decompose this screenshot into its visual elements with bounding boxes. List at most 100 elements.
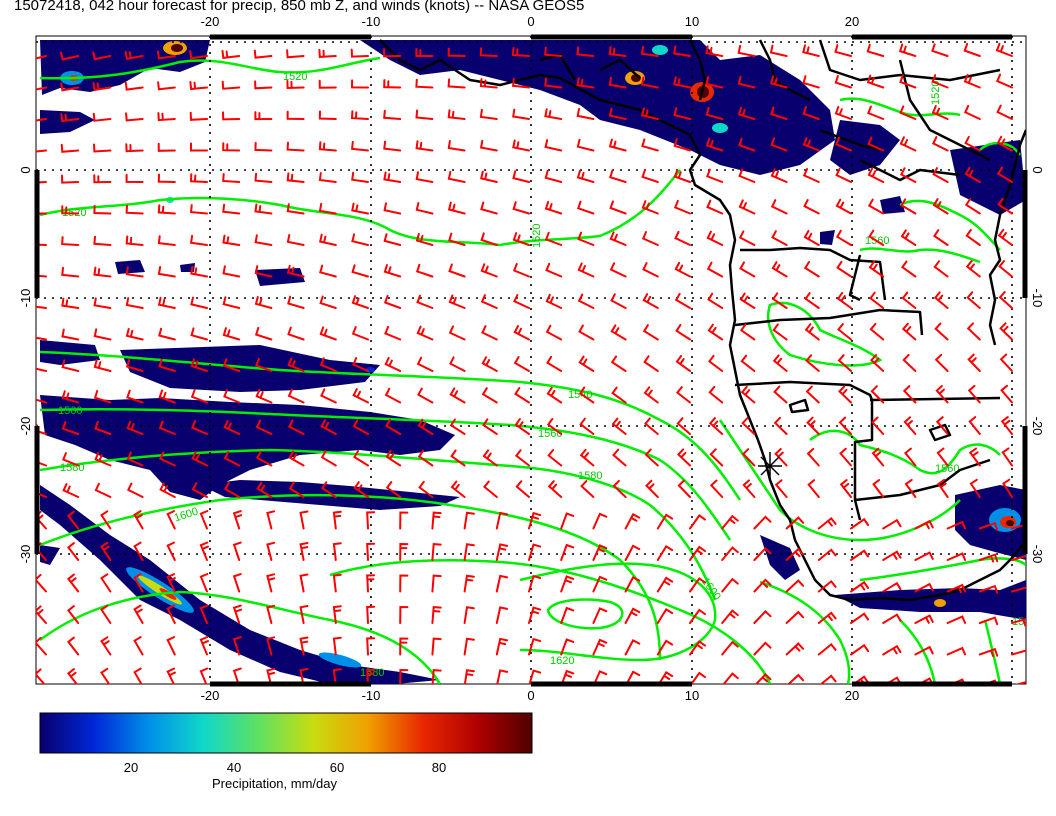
wind-barb <box>753 515 772 530</box>
wind-barb <box>997 197 1013 215</box>
wind-barb <box>166 667 176 684</box>
wind-barb <box>332 573 342 593</box>
wind-barb <box>415 140 434 152</box>
wind-barb <box>366 668 376 684</box>
wind-barb <box>642 262 659 278</box>
wind-barb <box>463 574 475 593</box>
wind-barb <box>753 609 772 624</box>
wind-barb <box>384 387 402 404</box>
wind-barb <box>577 231 595 246</box>
wind-barb <box>232 510 243 530</box>
wind-barb <box>332 636 342 656</box>
colorbar-tick-label: 80 <box>432 760 446 775</box>
wind-barb <box>254 80 273 90</box>
wind-barb <box>399 637 409 656</box>
wind-barb <box>624 576 641 593</box>
wind-barb <box>641 138 659 152</box>
wind-barb <box>640 76 659 89</box>
wind-barb <box>60 143 80 153</box>
wind-barb <box>415 78 434 89</box>
wind-barb <box>528 574 542 593</box>
wind-barb <box>770 137 788 152</box>
wind-barb <box>708 354 724 372</box>
wind-barb <box>968 447 981 467</box>
wind-barb <box>978 647 999 658</box>
precip-area <box>760 535 800 580</box>
wind-barb <box>447 78 466 89</box>
wind-barb <box>609 169 627 183</box>
wind-barb <box>868 260 885 278</box>
wind-barb <box>577 200 595 215</box>
wind-barb <box>366 637 376 656</box>
wind-barb <box>189 81 208 91</box>
wind-barb <box>232 667 242 684</box>
wind-barb <box>866 74 885 89</box>
wind-barb <box>770 199 788 215</box>
wind-barb <box>545 262 563 278</box>
wind-barb <box>353 481 369 498</box>
wind-barb <box>675 323 691 341</box>
wind-barb <box>318 172 337 183</box>
height-contour <box>39 407 732 541</box>
contour-label: 1520 <box>283 71 307 83</box>
wind-barb <box>222 203 241 215</box>
wind-barb <box>254 203 273 215</box>
wind-barb <box>560 543 575 561</box>
wind-barb <box>967 353 981 372</box>
wind-barb <box>319 233 337 246</box>
wind-barb <box>222 296 241 309</box>
wind-barb <box>753 546 772 561</box>
wind-barb <box>512 77 530 89</box>
wind-barb <box>870 385 885 404</box>
wind-barb <box>817 579 837 593</box>
wind-barb <box>286 80 305 90</box>
colorbar-ticks: 20 40 60 80 <box>124 760 446 775</box>
wind-barb <box>839 447 852 467</box>
precip-colorbar <box>39 712 533 754</box>
wind-barb <box>92 82 112 92</box>
precip-area <box>115 260 145 274</box>
wind-barb <box>742 479 756 498</box>
wind-barb <box>166 541 176 561</box>
wind-barb <box>866 105 885 120</box>
wind-barb <box>902 353 917 372</box>
wind-barb <box>159 482 176 498</box>
wind-barb <box>689 577 706 593</box>
wind-barb <box>496 669 509 684</box>
wind-barb <box>547 449 563 467</box>
wind-barb <box>644 448 659 467</box>
wind-barb <box>448 294 466 309</box>
wind-barb <box>967 384 981 404</box>
wind-barb <box>807 479 820 498</box>
wind-barb <box>254 141 273 152</box>
wind-barb <box>904 478 917 498</box>
wind-barb <box>644 417 659 435</box>
coastline-layer <box>379 39 1026 602</box>
wind-barb <box>319 264 337 278</box>
wind-barb <box>418 480 434 498</box>
lat-tick-label: -30 <box>18 545 33 564</box>
wind-barb <box>737 106 756 120</box>
wind-barb <box>1002 478 1013 498</box>
wind-barb <box>785 516 805 530</box>
wind-barb <box>60 51 80 61</box>
wind-barb <box>673 107 691 120</box>
wind-barb <box>771 261 788 278</box>
map-title: 15072418, 042 hour forecast for precip, … <box>14 0 585 14</box>
height-contour <box>546 598 624 630</box>
height-contour <box>39 350 742 501</box>
wind-barb <box>36 573 47 593</box>
lon-tick-label: -10 <box>362 14 381 29</box>
wind-barb <box>936 447 949 467</box>
wind-barb <box>914 614 934 624</box>
wind-barb <box>676 417 691 435</box>
wind-barb <box>544 77 563 89</box>
wind-barb <box>125 204 144 215</box>
wind-barb <box>222 358 241 372</box>
wind-barb <box>126 420 144 435</box>
lat-tick-label: 0 <box>18 166 33 173</box>
wind-barb <box>223 420 241 435</box>
wind-barb <box>158 451 176 467</box>
wind-barb <box>266 636 276 656</box>
wind-barb <box>804 323 820 341</box>
